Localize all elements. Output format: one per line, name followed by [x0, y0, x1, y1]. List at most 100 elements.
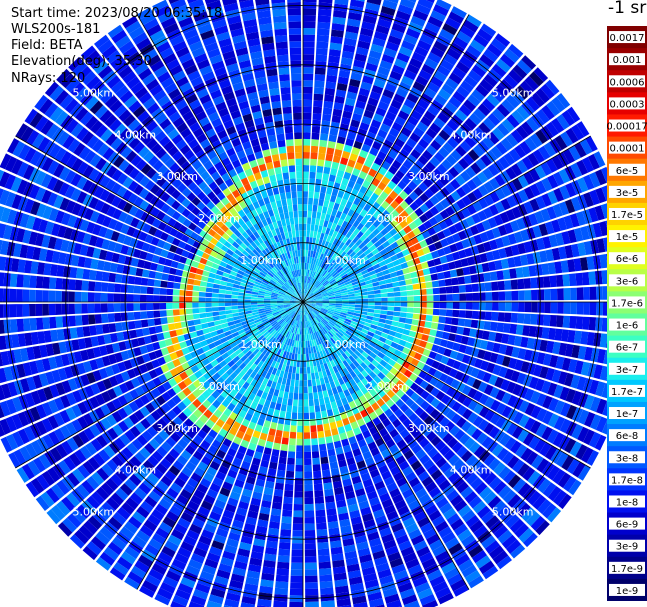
beta-cell: [209, 511, 222, 522]
beta-cell: [71, 508, 87, 524]
beta-cell: [514, 144, 527, 159]
beta-cell: [116, 233, 126, 244]
beta-cell: [478, 282, 486, 292]
beta-cell: [433, 117, 446, 129]
beta-cell: [460, 486, 474, 499]
beta-cell: [207, 321, 215, 328]
beta-cell: [373, 289, 381, 294]
beta-cell: [56, 265, 65, 277]
beta-cell: [388, 413, 398, 423]
beta-cell: [276, 423, 284, 431]
beta-cell: [326, 287, 333, 292]
beta-cell: [129, 329, 138, 339]
beta-cell: [348, 325, 356, 331]
beta-cell: [319, 232, 325, 240]
beta-cell: [86, 495, 101, 510]
beta-cell: [226, 317, 234, 323]
beta-cell: [363, 109, 375, 119]
beta-cell: [313, 264, 317, 272]
beta-cell: [524, 290, 532, 301]
beta-cell: [401, 248, 410, 257]
beta-cell: [309, 299, 316, 301]
beta-cell: [325, 315, 332, 320]
beta-cell: [414, 432, 426, 444]
beta-cell: [303, 34, 315, 42]
beta-cell: [321, 247, 327, 255]
beta-cell: [419, 551, 434, 564]
beta-cell: [385, 438, 396, 449]
beta-cell: [331, 208, 338, 217]
beta-cell: [194, 370, 203, 379]
beta-cell: [394, 195, 404, 205]
beta-cell: [179, 371, 189, 381]
beta-cell: [590, 396, 601, 413]
beta-cell: [128, 401, 139, 413]
beta-cell: [207, 376, 216, 385]
beta-cell: [303, 138, 311, 146]
beta-cell: [334, 308, 342, 312]
beta-cell: [303, 289, 305, 296]
beta-cell: [197, 506, 211, 517]
beta-cell: [558, 371, 568, 385]
beta-cell: [214, 499, 226, 510]
beta-cell: [271, 346, 277, 353]
beta-cell: [64, 366, 74, 379]
beta-cell: [584, 411, 596, 428]
beta-cell: [372, 474, 383, 485]
beta-cell: [315, 304, 323, 307]
beta-cell: [325, 436, 333, 444]
beta-cell: [172, 289, 180, 296]
beta-cell: [135, 328, 144, 338]
beta-cell: [299, 308, 302, 315]
beta-cell: [79, 244, 89, 256]
beta-cell: [493, 525, 509, 539]
beta-cell: [448, 333, 457, 342]
beta-cell: [0, 418, 11, 435]
beta-cell: [522, 432, 535, 446]
beta-cell: [425, 127, 438, 139]
beta-cell: [372, 141, 382, 151]
beta-cell: [506, 422, 518, 436]
beta-cell: [199, 257, 208, 265]
beta-cell: [253, 538, 266, 547]
beta-cell: [318, 152, 326, 161]
beta-cell: [172, 302, 180, 309]
beta-cell: [244, 299, 251, 302]
beta-cell: [181, 433, 193, 444]
beta-cell: [386, 389, 396, 399]
beta-cell: [356, 460, 367, 470]
beta-cell: [345, 330, 353, 337]
beta-cell: [384, 278, 393, 284]
beta-cell: [323, 317, 330, 323]
beta-cell: [347, 291, 355, 295]
beta-cell: [425, 383, 435, 394]
beta-cell: [307, 320, 310, 328]
beta-cell: [218, 293, 226, 298]
beta-cell: [483, 422, 495, 435]
beta-cell: [312, 106, 322, 114]
beta-cell: [377, 568, 392, 579]
beta-cell: [262, 347, 269, 355]
beta-cell: [272, 339, 279, 346]
beta-cell: [360, 560, 374, 570]
beta-cell: [393, 291, 401, 297]
beta-cell: [263, 420, 271, 428]
beta-cell: [366, 312, 374, 317]
beta-cell: [395, 10, 411, 22]
beta-cell: [319, 443, 327, 452]
beta-cell: [366, 0, 382, 6]
beta-cell: [164, 338, 173, 347]
beta-cell: [354, 535, 368, 545]
beta-cell: [536, 314, 544, 326]
beta-cell: [547, 465, 561, 481]
beta-cell: [215, 471, 227, 481]
beta-cell: [366, 355, 374, 363]
beta-cell: [299, 367, 303, 374]
beta-cell: [347, 12, 362, 21]
beta-cell: [432, 315, 440, 323]
beta-cell: [55, 316, 63, 328]
beta-cell: [348, 296, 356, 300]
beta-cell: [51, 223, 61, 237]
beta-cell: [368, 244, 377, 252]
beta-cell: [444, 317, 453, 325]
